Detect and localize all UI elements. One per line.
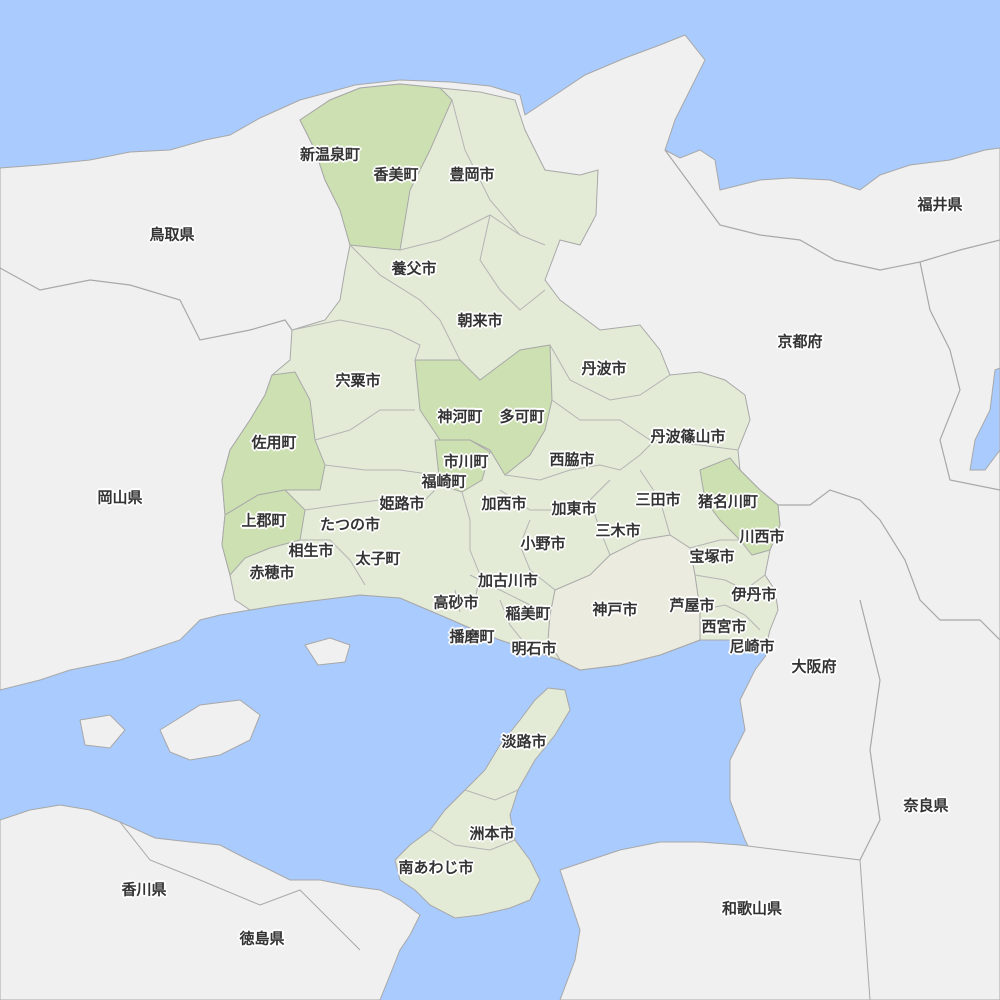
label-osaka: 大阪府 [791,657,837,676]
kobe-city [547,534,701,671]
prefecture-borders [0,149,1000,861]
label-itami[interactable]: 伊丹市 [731,585,777,604]
label-ashiya[interactable]: 芦屋市 [669,596,715,615]
label-amagasaki[interactable]: 尼崎市 [729,637,775,656]
island-3 [79,714,126,749]
label-sumoto[interactable]: 洲本市 [469,824,515,843]
label-nishinomiya[interactable]: 西宮市 [701,617,747,636]
label-harima[interactable]: 播磨町 [449,627,495,646]
label-shinonsen[interactable]: 新温泉町 [299,145,361,164]
label-awaji[interactable]: 淡路市 [501,732,547,751]
label-kami[interactable]: 香美町 [373,165,419,184]
inagawa-kawanishi-area [699,457,781,556]
kamigori-area [221,489,306,577]
label-inami[interactable]: 稲美町 [505,604,551,623]
label-tambasasayama[interactable]: 丹波篠山市 [650,427,726,446]
label-himeji[interactable]: 姫路市 [379,494,425,513]
island-1 [159,699,261,761]
label-tokushima: 徳島県 [239,929,285,948]
label-yabu[interactable]: 養父市 [391,259,437,278]
shikoku [0,804,421,1000]
lake-biwa [969,367,1000,471]
label-shiso[interactable]: 宍粟市 [335,371,381,390]
label-akashi[interactable]: 明石市 [511,639,557,658]
label-kasai[interactable]: 加西市 [481,494,527,513]
label-okayama: 岡山県 [97,488,143,507]
label-ono[interactable]: 小野市 [520,534,566,553]
wakayama [559,841,871,1000]
label-tottori: 鳥取県 [149,225,195,244]
label-taka[interactable]: 多可町 [499,407,545,426]
label-fukusaki[interactable]: 福崎町 [421,472,467,491]
label-nara: 奈良県 [903,796,949,815]
label-wakayama: 和歌山県 [721,899,783,918]
label-aioi[interactable]: 相生市 [288,541,334,560]
label-tamba[interactable]: 丹波市 [581,359,627,378]
awaji-island [394,687,571,919]
label-kawanishi[interactable]: 川西市 [739,527,785,546]
label-sanda[interactable]: 三田市 [635,490,681,509]
island-2 [304,637,351,666]
shin-onsen-kami-area [299,83,453,251]
label-nishiwaki[interactable]: 西脇市 [549,450,595,469]
label-miki[interactable]: 三木市 [595,521,641,540]
label-kamigori[interactable]: 上郡町 [241,511,287,530]
label-kobe[interactable]: 神戸市 [592,600,638,619]
municipal-borders [291,99,766,651]
label-taishi[interactable]: 太子町 [355,549,401,568]
label-kyoto: 京都府 [777,332,823,351]
label-sayo[interactable]: 佐用町 [251,433,297,452]
label-tatsuno[interactable]: たつの市 [319,515,381,534]
label-minamiawaji[interactable]: 南あわじ市 [398,858,474,877]
label-asago[interactable]: 朝来市 [457,311,503,330]
label-inagawa[interactable]: 猪名川町 [697,492,759,511]
label-takasago[interactable]: 高砂市 [433,593,479,612]
awaji-borders [429,789,519,851]
label-toyooka[interactable]: 豊岡市 [449,165,495,184]
label-kagawa: 香川県 [121,880,167,899]
label-ichikawa[interactable]: 市川町 [443,452,489,471]
label-kamikawa[interactable]: 神河町 [437,407,483,426]
label-kato[interactable]: 加東市 [551,499,597,518]
label-fukui: 福井県 [917,195,963,214]
label-takarazuka[interactable]: 宝塚市 [689,547,735,566]
label-kakogawa[interactable]: 加古川市 [477,571,539,590]
label-ako[interactable]: 赤穂市 [249,563,295,582]
